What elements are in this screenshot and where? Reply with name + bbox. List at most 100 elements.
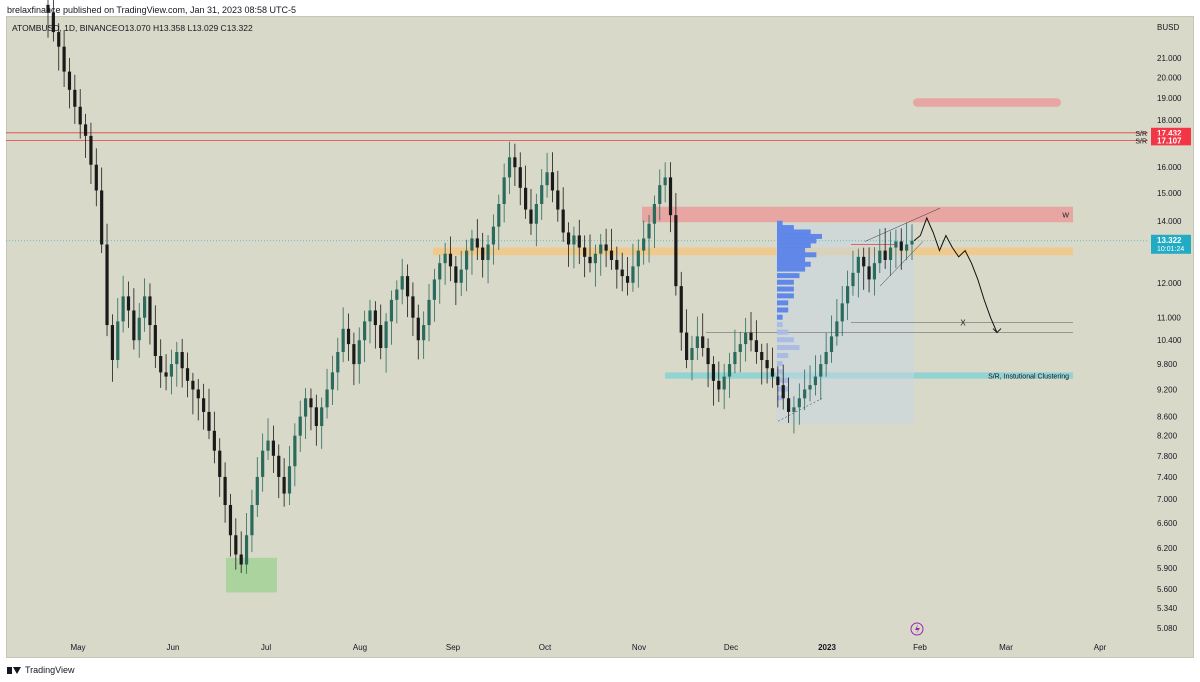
candle-body: [298, 416, 302, 436]
candle-body: [615, 259, 619, 270]
price-tag-value-0: 17.432: [1157, 129, 1182, 138]
lightning-icon: [910, 622, 924, 636]
candle-body: [202, 398, 206, 412]
candle-body: [566, 232, 571, 245]
price-tag-sub-2: 10:01:24: [1157, 246, 1184, 253]
candle-body: [507, 157, 512, 178]
vp-bar: [777, 252, 817, 258]
volume-profile-layer: [777, 220, 822, 401]
vp-bar: [777, 256, 806, 262]
price-axis: BUSD 21.000 20.000 19.000 18.000 16.000 15.000…: [1151, 23, 1191, 633]
y-tick-label: 11.000: [1157, 314, 1181, 323]
vp-bar: [777, 369, 783, 375]
candle-body: [373, 310, 377, 326]
candle-body: [561, 209, 565, 233]
candle-body: [733, 351, 737, 365]
y-tick-label: 5.080: [1157, 624, 1178, 633]
x-tick-label: Dec: [724, 643, 738, 652]
candle-body: [250, 505, 254, 536]
candle-body: [282, 476, 286, 494]
footer: TradingView: [7, 663, 75, 677]
candle-body: [94, 164, 98, 191]
candle-body: [706, 348, 710, 365]
candle-body: [636, 250, 640, 267]
candle-body: [819, 364, 823, 377]
candle-body: [352, 344, 356, 365]
y-tick-label: 5.600: [1157, 585, 1178, 594]
y-tick-label: 9.800: [1157, 360, 1178, 369]
candle-body: [518, 167, 522, 188]
candle-body: [132, 310, 136, 341]
vp-bar: [777, 329, 789, 335]
x-tick-label: Aug: [353, 643, 367, 652]
vp-bar: [777, 229, 811, 235]
candle-body: [765, 360, 769, 369]
candle-body: [856, 256, 860, 273]
candle-body: [368, 310, 372, 322]
projection-path: [913, 216, 998, 333]
candle-body: [797, 398, 801, 408]
candle-body: [668, 177, 673, 216]
candle-body: [604, 244, 608, 251]
candle-body: [572, 235, 576, 245]
vp-bar: [777, 225, 794, 231]
candle-body: [652, 203, 657, 224]
candle-body: [78, 106, 82, 125]
candle-body: [325, 389, 329, 408]
candle-body: [685, 332, 689, 361]
candle-body: [588, 256, 592, 264]
time-axis: May Jun Jul Aug Sep Oct Nov Dec 2023 Feb Mar Apr: [70, 643, 1106, 652]
candle-body: [711, 364, 716, 381]
candle-body: [261, 450, 265, 477]
vp-bar: [777, 322, 783, 328]
vp-bar: [777, 314, 783, 320]
candle-body: [722, 376, 726, 390]
candle-body: [776, 376, 780, 386]
candle-body: [497, 203, 501, 227]
candle-body: [475, 238, 479, 248]
candle-body: [100, 190, 104, 245]
candle-body: [695, 336, 699, 349]
candle-body: [191, 380, 195, 390]
candle-body: [255, 476, 259, 506]
candle-body: [153, 325, 157, 356]
candle-body: [878, 250, 882, 264]
candle-body: [631, 266, 635, 283]
candle-body: [228, 505, 233, 536]
candle-body: [899, 241, 903, 251]
y-tick-label: 14.000: [1157, 217, 1182, 226]
candle-body: [239, 554, 243, 565]
y-tick-label: 12.000: [1157, 279, 1182, 288]
candle-body: [218, 450, 222, 477]
candle-body: [647, 223, 651, 239]
candle-body: [384, 321, 388, 349]
sr-label-1: S/R: [1135, 138, 1147, 145]
candle-body: [888, 247, 893, 260]
candle-body: [840, 303, 844, 322]
lines-layer: [6, 132, 1148, 422]
candle-body: [770, 368, 775, 377]
candle-body: [792, 407, 796, 412]
vp-bar: [777, 286, 794, 292]
ohlc-info: O13.070 H13.358 L13.029 C13.322: [118, 23, 253, 33]
candle-body: [727, 364, 732, 377]
chart-frame[interactable]: [6, 16, 1194, 658]
x-tick-label: Apr: [1094, 643, 1107, 652]
vp-bar: [777, 220, 783, 226]
candle-body: [121, 296, 125, 322]
footer-brand: TradingView: [25, 665, 75, 675]
x-tick-label: Mar: [999, 643, 1013, 652]
candle-body: [212, 430, 216, 451]
x-tick-label: Jul: [261, 643, 271, 652]
vp-bar: [777, 337, 794, 343]
candle-body: [781, 385, 785, 399]
candle-body: [540, 185, 544, 204]
candle-body: [744, 332, 748, 345]
candle-body: [502, 177, 506, 204]
candle-body: [395, 289, 399, 300]
zone-1: [642, 206, 1073, 223]
x-tick-label: Nov: [632, 643, 646, 652]
symbol-info: ATOMBUSD, 1D, BINANCE: [12, 23, 118, 33]
candle-body: [910, 240, 914, 245]
